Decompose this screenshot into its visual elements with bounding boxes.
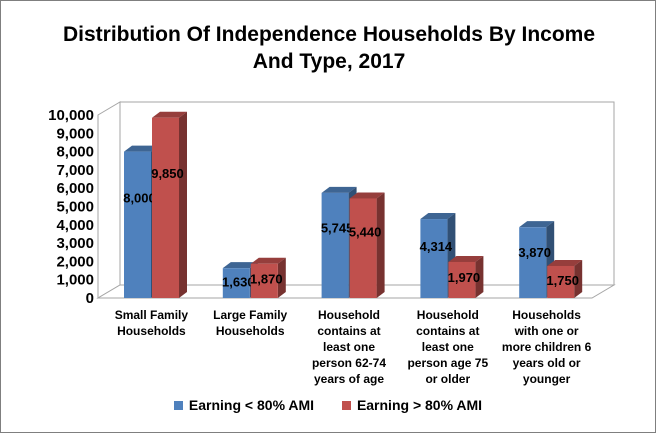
- data-label-1-4: 4,314: [420, 239, 453, 254]
- y-tick-label: 8,000: [56, 144, 94, 161]
- y-tick-label: 9,000: [56, 125, 94, 142]
- bar-side-2-3: [376, 192, 385, 298]
- x-category-label: contains at: [416, 324, 479, 338]
- x-category-label: least one: [323, 340, 375, 354]
- bar-top-2-1: [152, 111, 187, 118]
- x-category-label: with one or: [514, 324, 579, 338]
- bar-2-1: [152, 117, 179, 299]
- y-tick-label: 7,000: [56, 162, 94, 179]
- bar-top-1-3: [321, 186, 357, 193]
- x-category-label: Household: [318, 308, 380, 322]
- data-label-2-5: 1,750: [546, 273, 579, 288]
- data-label-2-4: 1,970: [448, 270, 481, 285]
- data-label-2-2: 1,870: [250, 271, 283, 286]
- bar-2-2: [250, 263, 278, 298]
- x-category-label: person age 75: [407, 356, 488, 370]
- bar-1-5: [519, 227, 547, 298]
- x-category-label: Household: [417, 308, 479, 322]
- data-label-2-1: 9,850: [151, 166, 184, 181]
- legend-item-series-1: Earning < 80% AMI: [173, 397, 315, 413]
- x-category-label: younger: [523, 372, 571, 386]
- bar-1-4: [420, 219, 448, 298]
- chart-title-line-2: And Type, 2017: [252, 50, 406, 73]
- y-tick-label: 3,000: [56, 235, 94, 252]
- legend-swatch-series-1: [173, 401, 183, 410]
- data-label-1-1: 8,000: [123, 191, 156, 206]
- bar-side-2-4: [475, 255, 484, 298]
- x-category-label: years of age: [314, 372, 384, 386]
- bar-side-2-2: [277, 257, 286, 298]
- data-label-1-3: 5,745: [321, 220, 354, 235]
- chart-legend: Earning < 80% AMI Earning > 80% AMI: [0, 397, 656, 413]
- x-category-label: person 62-74: [312, 356, 386, 370]
- bar-top-1-2: [222, 262, 258, 269]
- bar-top-1-4: [420, 213, 456, 220]
- bar-top-2-3: [349, 192, 385, 199]
- x-category-label: contains at: [317, 324, 380, 338]
- legend-swatch-series-2: [341, 401, 351, 410]
- x-category-label: least one: [422, 340, 474, 354]
- x-category-label: years old or: [513, 356, 581, 370]
- bar-1-2: [222, 268, 250, 298]
- chart-title-line-1: Distribution Of Independence Households …: [62, 23, 596, 46]
- bar-top-2-4: [448, 255, 484, 262]
- y-tick-label: 4,000: [56, 217, 94, 234]
- bar-top-1-5: [519, 221, 555, 228]
- legend-item-series-2: Earning > 80% AMI: [341, 397, 483, 413]
- legend-label-series-2: Earning > 80% AMI: [356, 397, 483, 413]
- legend-label-series-1: Earning < 80% AMI: [188, 397, 315, 413]
- bar-top-2-5: [547, 259, 583, 266]
- y-tick-label: 0: [86, 290, 94, 307]
- x-category-label: more children 6: [502, 340, 592, 354]
- y-tick-label: 10,000: [48, 107, 94, 124]
- data-label-1-2: 1,630: [222, 275, 255, 290]
- y-tick-label: 2,000: [56, 253, 94, 270]
- bar-side-2-1: [179, 111, 187, 299]
- bar-2-3: [349, 198, 377, 298]
- bar-2-4: [448, 261, 476, 298]
- x-category-label: Households: [216, 324, 285, 338]
- bar-top-2-2: [250, 257, 286, 264]
- y-tick-label: 1,000: [56, 272, 94, 289]
- x-category-label: Households: [117, 324, 186, 338]
- bar-1-1: [124, 151, 151, 298]
- x-category-label: Households: [512, 308, 581, 322]
- y-tick-label: 5,000: [56, 199, 94, 216]
- chart-title: Distribution Of Independence Households …: [41, 21, 617, 75]
- bar-top-1-1: [124, 145, 159, 152]
- chart-side-wall: [97, 101, 121, 299]
- bar-1-3: [321, 192, 349, 298]
- x-category-label: Large Family: [213, 308, 287, 322]
- data-label-2-3: 5,440: [349, 224, 382, 239]
- data-label-1-5: 3,870: [518, 245, 551, 260]
- x-category-label: Small Family: [115, 308, 189, 322]
- bar-side-2-5: [574, 259, 583, 298]
- x-category-label: or older: [425, 372, 470, 386]
- bar-2-5: [547, 265, 575, 298]
- y-tick-label: 6,000: [56, 180, 94, 197]
